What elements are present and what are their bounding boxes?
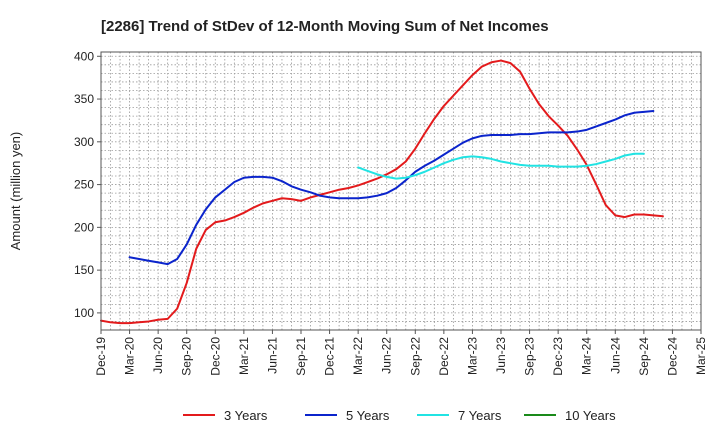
y-tick-label: 100 [74, 306, 94, 320]
x-tick-label: Mar-22 [351, 337, 365, 375]
x-tick-label: Mar-21 [237, 337, 251, 375]
y-tick-label: 250 [74, 178, 94, 192]
x-tick-label: Dec-21 [323, 337, 337, 376]
x-tick-label: Jun-23 [494, 337, 508, 374]
plot-frame [100, 51, 702, 331]
y-axis-label: Amount (million yen) [8, 132, 23, 251]
x-tick-label: Jun-24 [608, 337, 622, 374]
legend-label: 10 Years [565, 408, 616, 423]
x-tick-label: Dec-24 [665, 337, 679, 376]
legend-item: 10 Years [524, 408, 616, 423]
x-tick-label: Dec-23 [551, 337, 565, 376]
y-tick-label: 300 [74, 135, 94, 149]
legend: 3 Years 5 Years 7 Years 10 Years [183, 408, 616, 423]
legend-label: 5 Years [346, 408, 390, 423]
x-tick-label: Dec-22 [437, 337, 451, 376]
x-tick-label: Jun-21 [265, 337, 279, 374]
x-tick-label: Jun-22 [380, 337, 394, 374]
series-line-7-years [357, 152, 645, 180]
legend-label: 7 Years [458, 408, 502, 423]
y-tick-label: 150 [74, 263, 94, 277]
x-tick-label: Mar-20 [123, 337, 137, 375]
x-tick-label: Mar-24 [580, 337, 594, 375]
legend-label: 3 Years [224, 408, 268, 423]
series-line-5-years [128, 110, 655, 266]
x-tick-label: Sep-23 [523, 337, 537, 376]
y-tick-label: 400 [74, 49, 94, 63]
x-axis-ticks: Dec-19 Mar-20 Jun-20 Sep-20 Dec-20 Mar-21 Jun-… [94, 330, 708, 376]
y-tick-label: 350 [74, 92, 94, 106]
series-line-3-years [100, 59, 664, 325]
y-tick-label: 200 [74, 220, 94, 234]
grid [100, 52, 702, 331]
x-tick-label: Sep-24 [637, 337, 651, 376]
x-tick-label: Sep-20 [180, 337, 194, 376]
x-tick-label: Mar-23 [465, 337, 479, 375]
x-tick-label: Dec-20 [208, 337, 222, 376]
chart-title: [2286] Trend of StDev of 12-Month Moving… [101, 18, 549, 35]
y-axis-ticks: 100 150 200 250 300 350 400 [74, 49, 101, 320]
series-lines [100, 59, 664, 325]
legend-item: 3 Years [183, 408, 268, 423]
x-tick-label: Mar-25 [694, 337, 708, 375]
legend-item: 7 Years [417, 408, 502, 423]
x-tick-label: Sep-21 [294, 337, 308, 376]
x-tick-label: Sep-22 [408, 337, 422, 376]
x-tick-label: Jun-20 [151, 337, 165, 374]
x-tick-label: Dec-19 [94, 337, 108, 376]
legend-item: 5 Years [305, 408, 390, 423]
